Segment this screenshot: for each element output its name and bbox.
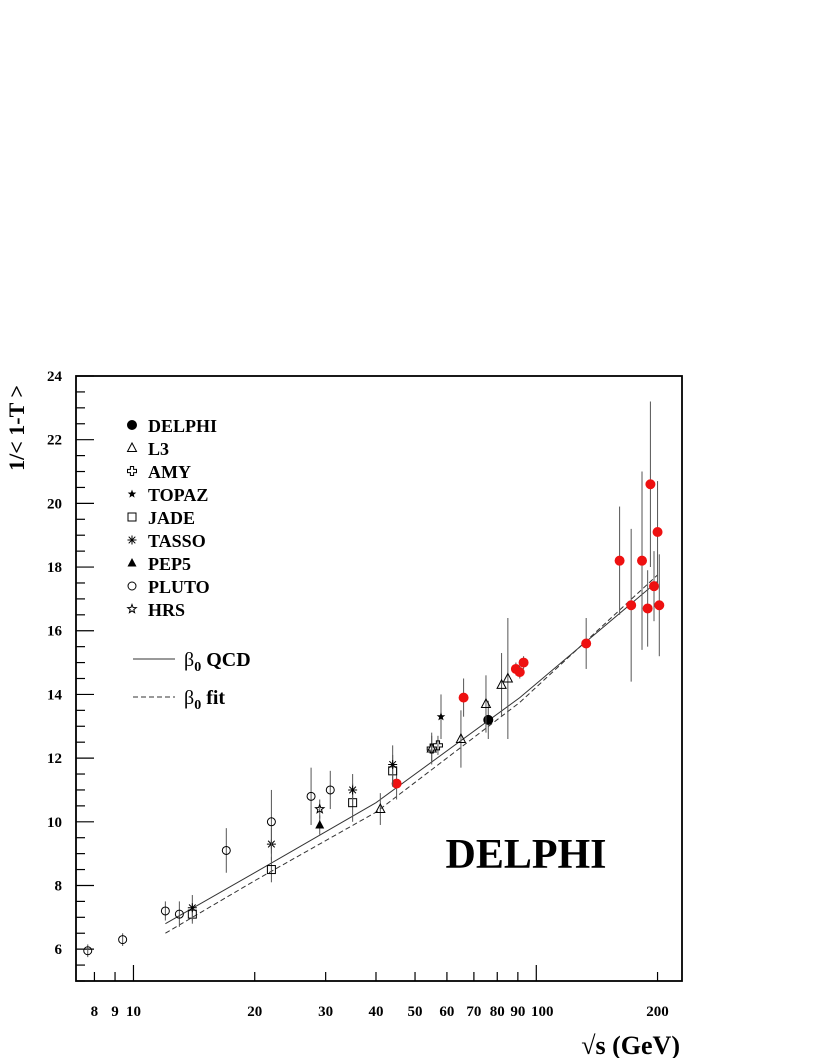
x-axis-ticks: 8 9 10 20 30 40 50 60 70 80 90 100 200 [91, 965, 669, 1020]
x-tick-label: 60 [439, 1004, 454, 1020]
data-point [652, 527, 663, 538]
data-point [614, 555, 625, 566]
legend-label: TASSO [148, 531, 206, 551]
y-tick-label: 24 [47, 369, 63, 385]
x-tick-label: 70 [466, 1004, 481, 1020]
data-point [581, 638, 592, 649]
data-point [642, 603, 653, 614]
y-tick-label: 6 [55, 942, 63, 958]
data-point [480, 697, 492, 708]
legend-marker [127, 466, 137, 476]
legend-curve-label: β0 QCD [184, 649, 251, 675]
data-point [187, 903, 197, 913]
x-tick-label: 10 [126, 1004, 141, 1020]
data-point [174, 909, 184, 919]
legend-label: AMY [148, 462, 191, 482]
x-tick-label: 8 [91, 1004, 99, 1020]
legend-marker [127, 581, 137, 591]
data-point [348, 785, 358, 795]
data-point [458, 692, 469, 703]
data-point [518, 657, 529, 668]
x-tick-label: 90 [510, 1004, 525, 1020]
x-tick-label: 30 [318, 1004, 333, 1020]
data-point [374, 802, 386, 814]
data-point [483, 714, 494, 725]
data-point [432, 740, 443, 751]
legend-label: L3 [148, 439, 169, 459]
legend-label: PLUTO [148, 577, 210, 597]
legend-marker [126, 441, 138, 452]
legend-label: JADE [148, 508, 195, 528]
chart-title: DELPHI [445, 832, 606, 878]
data-point [514, 667, 525, 678]
legend-marker [127, 558, 137, 567]
data-point [391, 778, 402, 789]
y-axis-label: 1/< 1-T > [4, 385, 29, 471]
data-point [649, 581, 660, 592]
y-tick-label: 10 [47, 815, 62, 831]
legend-label: DELPHI [148, 416, 217, 436]
data-point [436, 712, 446, 721]
legend-curve-label: β0 fit [184, 687, 225, 713]
data-point [266, 817, 276, 827]
x-tick-label: 40 [368, 1004, 383, 1020]
data-point [221, 845, 231, 855]
legend-marker [127, 535, 137, 545]
x-tick-label: 100 [531, 1004, 554, 1020]
x-axis-label: √s (GeV) [581, 1031, 680, 1058]
beta0-qcd-curve [165, 581, 658, 925]
data-point [325, 785, 335, 795]
x-tick-label: 200 [646, 1004, 669, 1020]
legend-marker [127, 420, 137, 430]
x-tick-label: 20 [247, 1004, 262, 1020]
x-tick-label: 50 [408, 1004, 423, 1020]
data-point [645, 479, 656, 490]
y-tick-label: 14 [47, 687, 63, 703]
data-point [314, 803, 326, 814]
data-point [637, 555, 648, 566]
y-tick-label: 22 [47, 433, 62, 449]
legend-label: PEP5 [148, 554, 191, 574]
data-point [315, 819, 325, 829]
data-point [496, 678, 507, 689]
data-point [388, 759, 398, 769]
data-point [455, 732, 467, 743]
legend-marker [127, 489, 137, 498]
x-tick-label: 9 [111, 1004, 119, 1020]
data-point [502, 672, 514, 683]
beta0-fit-curve [165, 574, 658, 934]
data-points [83, 401, 665, 958]
y-tick-label: 18 [47, 560, 62, 576]
data-point [306, 791, 316, 801]
y-tick-label: 12 [47, 751, 62, 767]
legend-marker [126, 603, 138, 614]
fit-curves [165, 574, 658, 934]
legend: DELPHI L3 AMY TOPAZ JADE TASSO PEP5 PLUTO HRS β0 … [126, 416, 251, 713]
data-point [118, 935, 128, 945]
y-tick-label: 8 [55, 878, 63, 894]
data-point [83, 946, 93, 956]
data-point [626, 600, 637, 611]
legend-label: TOPAZ [148, 485, 208, 505]
y-tick-label: 16 [47, 624, 63, 640]
data-point [266, 865, 276, 875]
y-axis-ticks: 6 8 10 12 14 16 18 20 22 24 [47, 369, 94, 982]
y-tick-label: 20 [47, 496, 62, 512]
data-point [160, 906, 170, 916]
data-point [654, 600, 665, 611]
legend-marker [127, 512, 137, 522]
x-tick-label: 80 [490, 1004, 505, 1020]
legend-label: HRS [148, 600, 185, 620]
